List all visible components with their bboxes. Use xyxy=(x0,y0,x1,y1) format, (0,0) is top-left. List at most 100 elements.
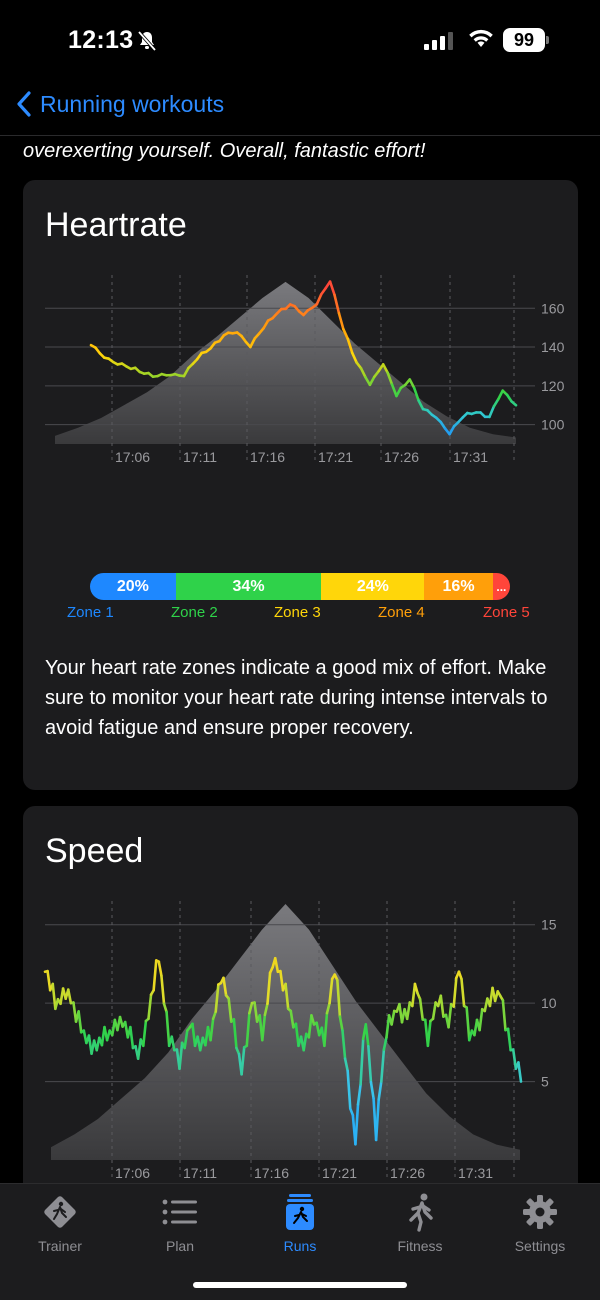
data-line-segment xyxy=(452,976,458,1008)
clock: 12:13 xyxy=(68,26,134,54)
data-line-segment xyxy=(350,351,358,364)
data-line-segment xyxy=(439,420,447,430)
y-tick-label: 10 xyxy=(541,995,557,1011)
zone-label-2: Zone 2 xyxy=(171,604,218,621)
data-line-segment xyxy=(284,982,290,1011)
data-line-segment xyxy=(263,1002,269,1017)
data-line-segment xyxy=(333,293,341,315)
data-line-segment xyxy=(377,1080,383,1101)
x-tick-label: 17:21 xyxy=(318,449,353,465)
data-line-segment xyxy=(310,1014,316,1026)
data-line-segment xyxy=(273,956,280,974)
back-button-label: Running workouts xyxy=(40,90,225,117)
data-line-segment xyxy=(488,405,496,419)
data-line-segment xyxy=(66,988,73,1005)
data-line-segment xyxy=(346,1069,352,1110)
x-tick-label: 17:31 xyxy=(458,1165,493,1181)
data-line-segment xyxy=(315,293,323,306)
data-line-segment xyxy=(359,366,367,379)
cellular-signal-icon xyxy=(424,32,453,50)
tab-settings-label: Settings xyxy=(514,1238,566,1254)
data-line-segment xyxy=(341,1029,347,1060)
data-line-segment xyxy=(338,1015,344,1032)
zone-label-1: Zone 1 xyxy=(67,604,114,621)
x-tick-label: 17:21 xyxy=(322,1165,357,1181)
data-line-segment xyxy=(354,1103,360,1146)
speed-card: Speed 5 10 15 17:06 17:11 17:16 17:21 17:26 17:3… xyxy=(23,806,578,1226)
data-line-segment xyxy=(501,999,507,1032)
tab-plan[interactable]: Plan xyxy=(120,1192,240,1254)
data-line-segment xyxy=(408,378,416,390)
list-icon xyxy=(162,1199,197,1225)
data-line-segment xyxy=(249,337,257,349)
y-tick-label: 120 xyxy=(541,378,565,394)
data-line-segment xyxy=(248,1001,254,1015)
tab-runs[interactable]: Runs xyxy=(240,1192,360,1254)
data-line-segment xyxy=(152,959,158,992)
data-line-segment xyxy=(214,983,220,1013)
tab-settings[interactable]: Settings xyxy=(480,1192,600,1254)
data-line-segment xyxy=(147,993,153,1021)
zone-segment-5: ... xyxy=(492,573,510,600)
y-tick-label: 5 xyxy=(541,1074,549,1090)
data-line-segment xyxy=(302,1032,308,1052)
data-line-segment xyxy=(253,1001,259,1023)
data-line-segment xyxy=(129,1025,135,1050)
heartrate-zone-bar: 20% 34% 24% 16%... xyxy=(90,573,510,600)
data-line-segment xyxy=(325,1001,331,1015)
tab-bar: Trainer Plan Runs xyxy=(0,1183,600,1300)
runner-icon xyxy=(409,1193,433,1232)
tab-fitness-label: Fitness xyxy=(397,1238,443,1254)
x-tick-label: 17:31 xyxy=(453,449,488,465)
home-indicator[interactable] xyxy=(193,1282,407,1288)
data-line-segment xyxy=(162,1002,168,1014)
data-line-segment xyxy=(178,1041,184,1070)
data-line-segment xyxy=(266,971,272,1006)
data-line-segment xyxy=(418,997,424,1021)
heartrate-title: Heartrate xyxy=(45,206,187,244)
data-line-segment xyxy=(328,280,336,297)
data-line-segment xyxy=(511,1048,518,1070)
data-line-segment xyxy=(374,1098,381,1142)
data-line-segment xyxy=(367,1044,373,1084)
zone-segment-2: 34% xyxy=(175,573,322,600)
data-line-segment xyxy=(337,311,345,331)
data-line-segment xyxy=(395,386,403,398)
status-bar: 12:13 99 xyxy=(0,0,600,80)
elevation-area xyxy=(55,281,516,444)
data-line-segment xyxy=(478,1007,484,1032)
data-line-segment xyxy=(46,969,52,992)
data-line-segment xyxy=(505,393,513,403)
data-line-segment xyxy=(386,371,394,386)
heartrate-chart: 100 120 140 160 17:06 17:11 17:16 17:21 17:26 17:… xyxy=(45,275,565,465)
x-tick-label: 17:06 xyxy=(115,1165,150,1181)
back-button[interactable]: Running workouts xyxy=(16,90,224,118)
data-line-segment xyxy=(431,1001,437,1021)
data-line-segment xyxy=(157,960,163,977)
data-line-segment xyxy=(240,1046,246,1076)
data-line-segment xyxy=(412,386,420,402)
data-line-segment xyxy=(368,375,376,387)
zone-segment-1: 20% xyxy=(90,573,176,600)
data-line-segment xyxy=(385,1014,391,1039)
data-line-segment xyxy=(170,1035,176,1052)
tab-fitness[interactable]: Fitness xyxy=(360,1192,480,1254)
data-line-segment xyxy=(492,397,500,408)
data-line-segment xyxy=(346,337,354,355)
data-line-segment xyxy=(165,1010,171,1048)
data-line-segment xyxy=(232,1017,238,1050)
data-line-segment xyxy=(364,1023,370,1048)
heartrate-card: Heartrate 100 120 140 160 17:06 17:11 17:16 17:… xyxy=(23,180,578,790)
data-line-segment xyxy=(343,1057,349,1073)
data-line-segment xyxy=(413,982,419,995)
tab-trainer[interactable]: Trainer xyxy=(0,1192,120,1254)
gear-icon xyxy=(523,1195,557,1229)
x-tick-label: 17:11 xyxy=(183,1165,217,1181)
zone-segment-3: 24% xyxy=(321,573,425,600)
battery-indicator: 99 xyxy=(503,28,545,52)
data-line-segment xyxy=(411,982,417,1008)
data-line-segment xyxy=(369,1080,375,1100)
zone-segment-4: 16% xyxy=(424,573,493,600)
y-tick-label: 15 xyxy=(541,917,557,933)
wifi-icon xyxy=(469,29,493,47)
